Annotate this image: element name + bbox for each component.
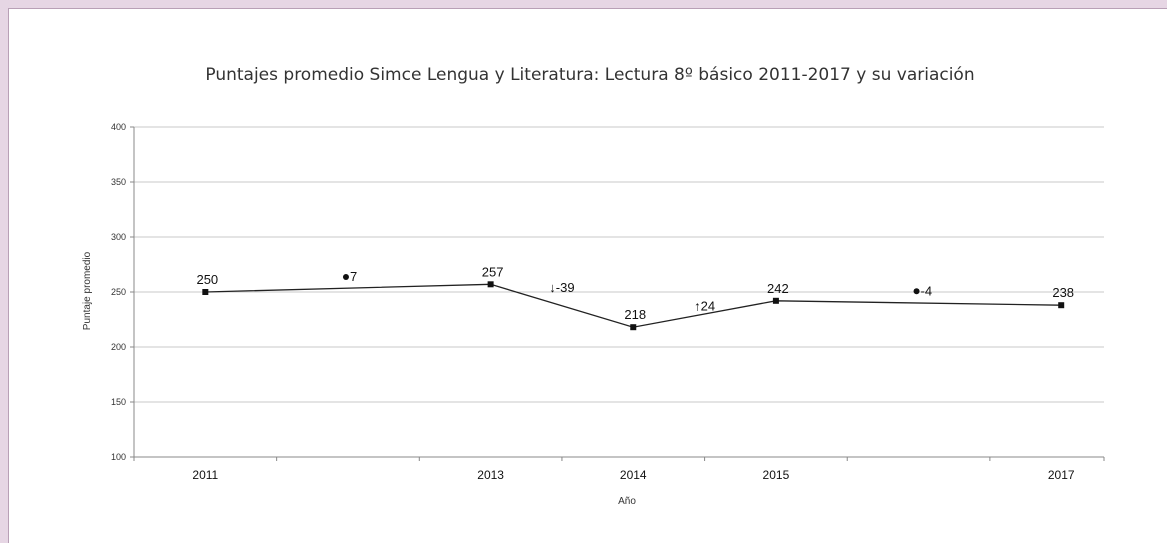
x-tick-label: 2011 xyxy=(192,468,218,482)
data-label: 218 xyxy=(624,307,646,322)
x-tick-label: 2015 xyxy=(763,468,790,482)
data-label: 242 xyxy=(767,281,789,296)
x-tick-label: 2014 xyxy=(620,468,647,482)
x-axis-title: Año xyxy=(618,496,636,507)
y-tick-label: 100 xyxy=(111,452,126,462)
variation-label: ↑24 xyxy=(694,299,715,314)
y-tick-label: 400 xyxy=(111,122,126,132)
y-tick-label: 200 xyxy=(111,342,126,352)
data-point xyxy=(202,289,209,295)
y-axis-title: Puntaje promedio xyxy=(82,251,93,330)
variation-label: -4 xyxy=(921,283,933,298)
y-tick-label: 350 xyxy=(111,177,126,187)
data-label: 250 xyxy=(196,272,218,287)
chart-title: Puntajes promedio Simce Lengua y Literat… xyxy=(205,65,974,85)
variation-dot xyxy=(342,274,349,280)
variation-labels: 7 ↓-39 ↑24 -4 xyxy=(342,269,933,314)
data-point xyxy=(630,324,637,331)
data-points xyxy=(202,281,1065,331)
data-labels: 250 257 218 242 238 xyxy=(196,264,1074,322)
grid-lines xyxy=(134,126,1104,403)
data-point xyxy=(1058,302,1065,309)
variation-label: 7 xyxy=(350,269,357,284)
y-tick-label: 150 xyxy=(111,397,126,407)
y-tick-label: 300 xyxy=(111,232,126,242)
variation-label: ↓-39 xyxy=(549,280,574,295)
y-tick-labels: 100 150 200 250 300 350 400 xyxy=(111,122,126,462)
variation-dot xyxy=(913,288,920,295)
axes xyxy=(130,126,1105,461)
data-point xyxy=(772,297,779,304)
data-label: 257 xyxy=(482,264,504,279)
x-tick-label: 2013 xyxy=(477,468,504,482)
y-tick-label: 250 xyxy=(111,287,126,297)
x-tick-labels: 2011 2013 2014 2015 2017 xyxy=(192,468,1074,482)
data-point xyxy=(487,281,494,288)
x-tick-label: 2017 xyxy=(1048,468,1075,482)
data-label: 238 xyxy=(1052,285,1074,300)
chart-frame-inner-border xyxy=(8,8,1167,543)
